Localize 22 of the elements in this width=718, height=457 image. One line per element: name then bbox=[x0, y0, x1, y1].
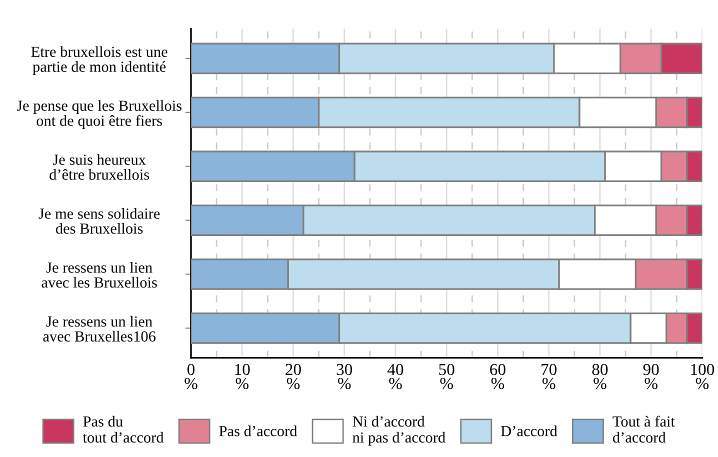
legend-label: Tout à fait d’accord bbox=[612, 416, 675, 443]
y-tick-label: Je ressens un lien avec les Bruxellois bbox=[42, 262, 157, 288]
y-tick-label: Etre bruxellois est une partie de mon identité bbox=[31, 46, 168, 76]
x-tick-label: 20 % bbox=[286, 364, 301, 390]
y-tick-label: Je pense que les Bruxellois ont de quoi être fiers bbox=[16, 100, 182, 130]
legend-label: Pas du tout d’accord bbox=[82, 416, 164, 443]
legend-label: Pas d’accord bbox=[219, 426, 298, 436]
x-tick-label: 100 % bbox=[691, 364, 714, 390]
x-tick-label: 30 % bbox=[336, 364, 352, 390]
y-tick-label: Je me sens solidaire des Bruxellois bbox=[38, 208, 160, 234]
x-tick-label: 50 % bbox=[439, 364, 454, 390]
x-tick-label: 60 % bbox=[490, 364, 506, 390]
y-tick-label: Je suis heureux d’être bruxellois bbox=[50, 154, 150, 180]
x-tick-label: 0 % bbox=[184, 364, 198, 390]
x-tick-label: 70 % bbox=[542, 364, 557, 390]
legend-label: Ni d’accord ni pas d’accord bbox=[352, 416, 446, 446]
x-tick-label: 10 % bbox=[235, 364, 250, 390]
legend-label: D’accord bbox=[501, 426, 558, 436]
x-tick-label: 80 % bbox=[592, 364, 608, 390]
y-tick-label: Je ressens un lien avec Bruxelles106 bbox=[43, 316, 156, 342]
x-tick-label: 40 % bbox=[387, 364, 404, 390]
x-tick-label: 90 % bbox=[643, 364, 659, 390]
